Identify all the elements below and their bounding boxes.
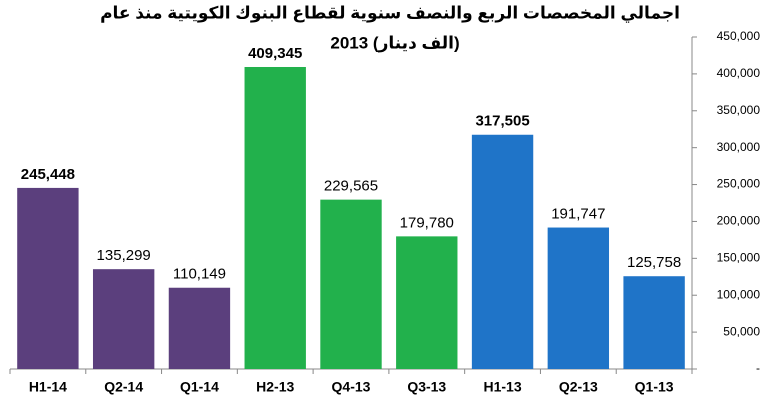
- value-label: 191,747: [551, 206, 605, 223]
- x-tick-label: Q2-14: [104, 379, 143, 395]
- x-tick-label: Q1-14: [180, 379, 219, 395]
- y-tick-label: 450,000: [717, 29, 761, 43]
- bar: [396, 236, 458, 369]
- value-label: 245,448: [21, 166, 75, 183]
- y-tick-label: 400,000: [717, 66, 761, 80]
- bar: [92, 269, 155, 369]
- y-tick-label: 50,000: [723, 324, 760, 338]
- y-tick-label: 200,000: [717, 214, 761, 228]
- x-tick-label: H1-14: [29, 379, 67, 395]
- x-tick-label: Q2-13: [559, 379, 598, 395]
- bar: [623, 276, 685, 369]
- chart-title: اجمالي المخصصات الربع والنصف سنوية لقطاع…: [100, 3, 680, 23]
- bar: [168, 287, 231, 369]
- x-tick-label: Q4-13: [332, 379, 371, 395]
- bar: [471, 134, 534, 369]
- chart-title: (الف دينار) 2013: [330, 33, 459, 52]
- bar: [244, 66, 306, 369]
- value-label: 110,149: [173, 266, 226, 283]
- bar: [17, 187, 79, 369]
- x-tick-label: Q1-13: [635, 379, 674, 395]
- value-label: 125,758: [627, 254, 681, 271]
- value-label: 409,345: [248, 45, 302, 62]
- value-label: 229,565: [324, 178, 378, 195]
- y-tick-label: 250,000: [717, 177, 761, 191]
- value-label: 317,505: [475, 113, 529, 130]
- y-tick-label: 150,000: [717, 251, 761, 265]
- y-tick-label: 100,000: [717, 287, 761, 301]
- y-tick-label: 350,000: [717, 103, 761, 117]
- x-tick-label: H1-13: [483, 379, 521, 395]
- x-tick-label: H2-13: [256, 379, 294, 395]
- y-tick-label: -: [756, 361, 760, 375]
- x-tick-label: Q3-13: [407, 379, 446, 395]
- value-label: 179,780: [400, 214, 454, 231]
- value-label: 135,299: [97, 247, 151, 264]
- bar: [320, 199, 382, 369]
- y-tick-label: 300,000: [717, 140, 761, 154]
- bar: [547, 227, 610, 369]
